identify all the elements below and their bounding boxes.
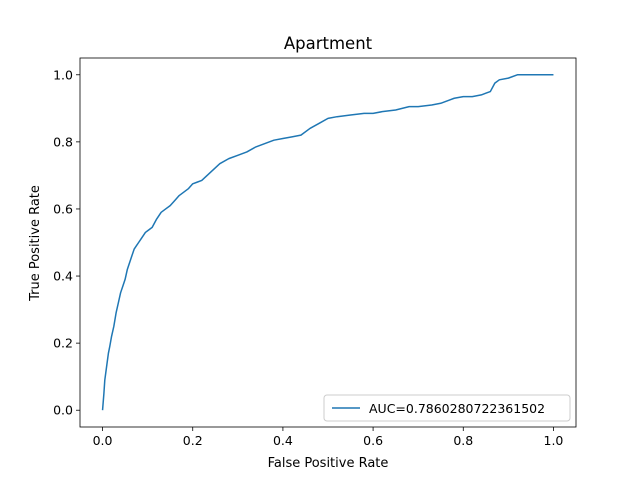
x-tick-label: 0.6: [363, 433, 383, 448]
plot-area: [79, 57, 577, 428]
x-tick-label: 1.0: [544, 433, 564, 448]
x-axis-ticks: 0.0 0.2 0.4 0.6 0.8 1.0: [93, 427, 564, 448]
x-tick-label: 0.2: [183, 433, 203, 448]
chart-title: Apartment: [284, 34, 373, 53]
y-tick-label: 0.6: [53, 201, 73, 216]
y-tick-label: 0.8: [53, 134, 73, 149]
y-tick-label: 1.0: [53, 67, 73, 82]
y-axis-ticks: 0.0 0.2 0.4 0.6 0.8 1.0: [53, 67, 80, 418]
x-tick-label: 0.4: [273, 433, 293, 448]
y-axis-label: True Positive Rate: [28, 185, 43, 302]
roc-curve-line-0: [101, 74, 554, 411]
y-tick-label: 0.4: [53, 269, 73, 284]
legend-label: AUC=0.7860280722361502: [369, 401, 545, 416]
x-tick-label: 0.8: [453, 433, 473, 448]
x-tick-label: 0.0: [93, 433, 113, 448]
legend: AUC=0.7860280722361502: [323, 394, 571, 422]
axes-frame: [79, 57, 577, 428]
y-tick-label: 0.2: [53, 336, 73, 351]
x-axis-label: False Positive Rate: [268, 456, 389, 471]
y-tick-label: 0.0: [53, 403, 73, 418]
legend-frame: [323, 394, 571, 422]
